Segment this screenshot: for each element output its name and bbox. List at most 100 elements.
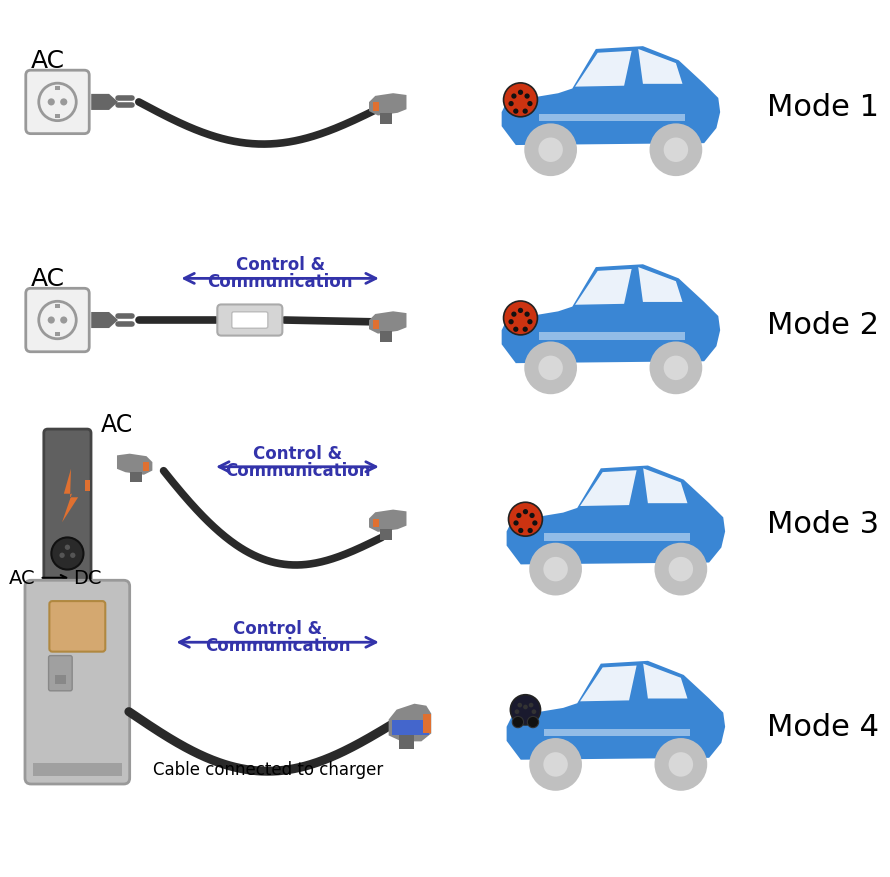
Text: Mode 3: Mode 3: [767, 510, 879, 538]
Polygon shape: [545, 534, 691, 541]
Polygon shape: [369, 510, 407, 532]
Circle shape: [518, 309, 523, 314]
Circle shape: [528, 528, 533, 533]
Circle shape: [524, 312, 530, 317]
Bar: [131, 473, 142, 482]
Circle shape: [544, 752, 568, 777]
FancyBboxPatch shape: [26, 289, 89, 353]
Text: Control &: Control &: [233, 619, 322, 638]
Circle shape: [523, 705, 528, 709]
Polygon shape: [580, 471, 636, 506]
Circle shape: [529, 703, 533, 708]
Circle shape: [668, 752, 693, 777]
Polygon shape: [502, 265, 720, 364]
Circle shape: [48, 99, 55, 106]
Bar: [380, 530, 392, 540]
Text: Mode 2: Mode 2: [767, 311, 879, 340]
Circle shape: [530, 738, 582, 791]
Text: AC: AC: [30, 267, 65, 291]
Circle shape: [654, 738, 708, 791]
Circle shape: [668, 557, 693, 581]
Circle shape: [538, 139, 562, 163]
Bar: [33, 763, 122, 776]
Polygon shape: [91, 95, 118, 111]
Text: Mode 4: Mode 4: [767, 712, 879, 741]
Polygon shape: [506, 466, 725, 565]
Circle shape: [527, 320, 532, 325]
Polygon shape: [117, 454, 152, 475]
Circle shape: [522, 327, 528, 332]
Polygon shape: [502, 47, 720, 146]
Polygon shape: [638, 50, 683, 85]
Circle shape: [650, 342, 702, 395]
Circle shape: [664, 139, 688, 163]
Circle shape: [524, 95, 530, 100]
Circle shape: [522, 510, 528, 515]
Circle shape: [654, 543, 708, 595]
Bar: [143, 462, 149, 471]
Polygon shape: [91, 312, 118, 329]
Bar: [380, 332, 392, 342]
Circle shape: [664, 356, 688, 381]
Polygon shape: [575, 269, 632, 305]
Circle shape: [514, 110, 518, 115]
Circle shape: [514, 521, 519, 526]
Circle shape: [511, 95, 516, 100]
Polygon shape: [62, 469, 78, 523]
Bar: [55, 332, 61, 337]
Text: AC: AC: [101, 413, 134, 437]
Circle shape: [514, 327, 518, 332]
Circle shape: [532, 521, 538, 526]
Bar: [424, 714, 432, 733]
Polygon shape: [575, 52, 632, 88]
Circle shape: [538, 356, 562, 381]
Circle shape: [70, 553, 76, 559]
Circle shape: [518, 528, 523, 533]
Circle shape: [513, 717, 523, 728]
Polygon shape: [369, 94, 407, 117]
Text: AC: AC: [30, 49, 65, 73]
Polygon shape: [643, 469, 687, 503]
FancyBboxPatch shape: [49, 656, 72, 691]
Circle shape: [60, 553, 65, 559]
Polygon shape: [545, 729, 691, 737]
Bar: [392, 720, 429, 736]
Text: DC: DC: [73, 568, 101, 588]
Circle shape: [514, 709, 520, 714]
FancyBboxPatch shape: [25, 581, 130, 784]
Text: Communication: Communication: [205, 637, 351, 654]
Bar: [373, 103, 379, 112]
Polygon shape: [643, 664, 687, 699]
Circle shape: [65, 545, 70, 550]
Text: Mode 1: Mode 1: [767, 93, 879, 122]
Circle shape: [48, 317, 55, 324]
Circle shape: [508, 503, 542, 537]
FancyBboxPatch shape: [217, 305, 282, 336]
Circle shape: [544, 557, 568, 581]
Circle shape: [508, 102, 514, 107]
Text: Control &: Control &: [253, 445, 342, 462]
Polygon shape: [539, 332, 685, 340]
Polygon shape: [539, 115, 685, 123]
Polygon shape: [638, 267, 683, 303]
Circle shape: [518, 90, 523, 96]
Text: AC: AC: [9, 568, 35, 588]
Bar: [399, 736, 415, 750]
Circle shape: [528, 717, 538, 728]
Bar: [373, 321, 379, 330]
Bar: [55, 304, 61, 309]
Circle shape: [517, 703, 522, 708]
Circle shape: [524, 342, 577, 395]
Circle shape: [504, 84, 538, 118]
Polygon shape: [369, 312, 407, 334]
Circle shape: [524, 125, 577, 177]
Circle shape: [504, 302, 538, 336]
Text: Communication: Communication: [207, 273, 352, 291]
Polygon shape: [506, 661, 725, 759]
Circle shape: [510, 695, 540, 725]
Circle shape: [508, 320, 514, 325]
Bar: [380, 114, 392, 125]
Circle shape: [530, 543, 582, 595]
Text: Communication: Communication: [224, 461, 370, 479]
Circle shape: [61, 317, 68, 324]
